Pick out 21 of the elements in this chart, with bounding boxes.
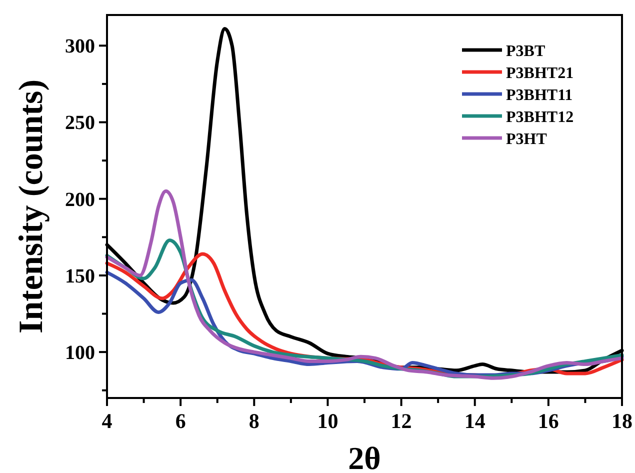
y-axis-title: Intensity (counts) — [13, 79, 50, 334]
x-tick-label: 4 — [102, 409, 113, 433]
line-series — [105, 189, 624, 380]
legend-label: P3BHT21 — [506, 65, 574, 82]
y-tick-label: 150 — [65, 265, 95, 288]
legend-label: P3HT — [506, 131, 548, 148]
legend-label: P3BHT12 — [506, 109, 574, 126]
y-tick-label: 300 — [65, 36, 95, 58]
x-tick-label: 12 — [390, 409, 412, 433]
legend-label: P3BT — [506, 43, 546, 60]
x-axis-title: 2θ — [348, 440, 381, 473]
x-tick-label: 6 — [175, 409, 186, 433]
x-tick-label: 10 — [317, 409, 338, 433]
x-tick-label: 14 — [464, 409, 486, 433]
y-tick-label: 100 — [65, 342, 95, 364]
y-tick-label: 250 — [65, 112, 95, 134]
x-tick-label: 8 — [248, 409, 260, 433]
x-tick-label: 18 — [612, 409, 632, 433]
y-tick-label: 200 — [65, 188, 95, 211]
x-tick-label: 16 — [538, 409, 559, 433]
legend-label: P3BHT11 — [506, 87, 573, 104]
